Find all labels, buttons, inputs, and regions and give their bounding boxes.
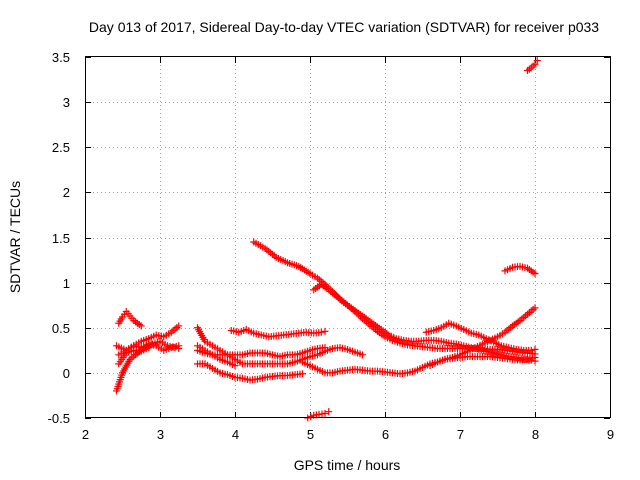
x-tick-label: 9 xyxy=(607,427,614,442)
axis-ticks: 2 3 4 5 6 7 8 9 -0.5 0 0.5 1 1.5 2 2.5 3 3.5 xyxy=(48,50,615,442)
x-tick-label: 6 xyxy=(382,427,389,442)
y-tick-label: 0.5 xyxy=(52,321,70,336)
data-point xyxy=(137,322,145,330)
series-arc-10 xyxy=(227,326,329,341)
data-point xyxy=(325,408,333,416)
data-point xyxy=(531,345,539,353)
series-arc-18 xyxy=(524,57,541,75)
data-point xyxy=(321,409,329,417)
y-tick-label: 2 xyxy=(63,185,70,200)
x-axis-title: GPS time / hours xyxy=(294,457,401,473)
chart-title: Day 013 of 2017, Sidereal Day-to-day VTE… xyxy=(89,19,599,35)
data-point xyxy=(145,344,153,352)
data-point xyxy=(175,342,183,350)
data-point xyxy=(531,354,539,362)
series-arc-15 xyxy=(426,353,539,370)
data-point xyxy=(321,344,329,352)
data-point xyxy=(527,346,535,354)
plot-frame xyxy=(85,56,611,418)
series-arc-17 xyxy=(304,408,333,422)
series-arc-16 xyxy=(501,262,539,278)
y-tick-label: 1 xyxy=(63,276,70,291)
data-point xyxy=(531,304,539,312)
data-point xyxy=(231,362,239,370)
y-tick-label: 3.5 xyxy=(52,50,70,65)
data-point xyxy=(321,327,329,335)
data-point xyxy=(359,351,366,359)
x-tick-label: 5 xyxy=(307,427,314,442)
data-point xyxy=(531,270,539,278)
y-axis-title: SDTVAR / TECUs xyxy=(7,181,23,293)
x-tick-label: 7 xyxy=(457,427,464,442)
data-point xyxy=(533,57,541,65)
data-point xyxy=(307,413,315,421)
series-arc-12 xyxy=(310,280,539,365)
x-tick-label: 8 xyxy=(532,427,539,442)
x-tick-label: 3 xyxy=(157,427,164,442)
series-arc-4 xyxy=(115,308,145,330)
y-tick-label: 3 xyxy=(63,95,70,110)
data-point xyxy=(531,60,539,68)
series-arc-13 xyxy=(299,304,539,378)
x-tick-label: 2 xyxy=(82,427,89,442)
series-arc-6 xyxy=(194,360,306,384)
data-point xyxy=(299,370,306,378)
series-arc-9 xyxy=(194,346,239,370)
grid xyxy=(85,57,610,418)
data-point xyxy=(317,328,325,336)
y-tick-label: 0 xyxy=(63,366,70,381)
data-point xyxy=(175,322,183,330)
x-tick-label: 4 xyxy=(232,427,239,442)
y-tick-label: 2.5 xyxy=(52,140,70,155)
y-tick-label: 1.5 xyxy=(52,231,70,246)
data-points xyxy=(113,57,541,422)
series-arc-5 xyxy=(115,344,153,368)
series-arc-14 xyxy=(422,319,539,354)
y-tick-label: -0.5 xyxy=(48,411,70,426)
